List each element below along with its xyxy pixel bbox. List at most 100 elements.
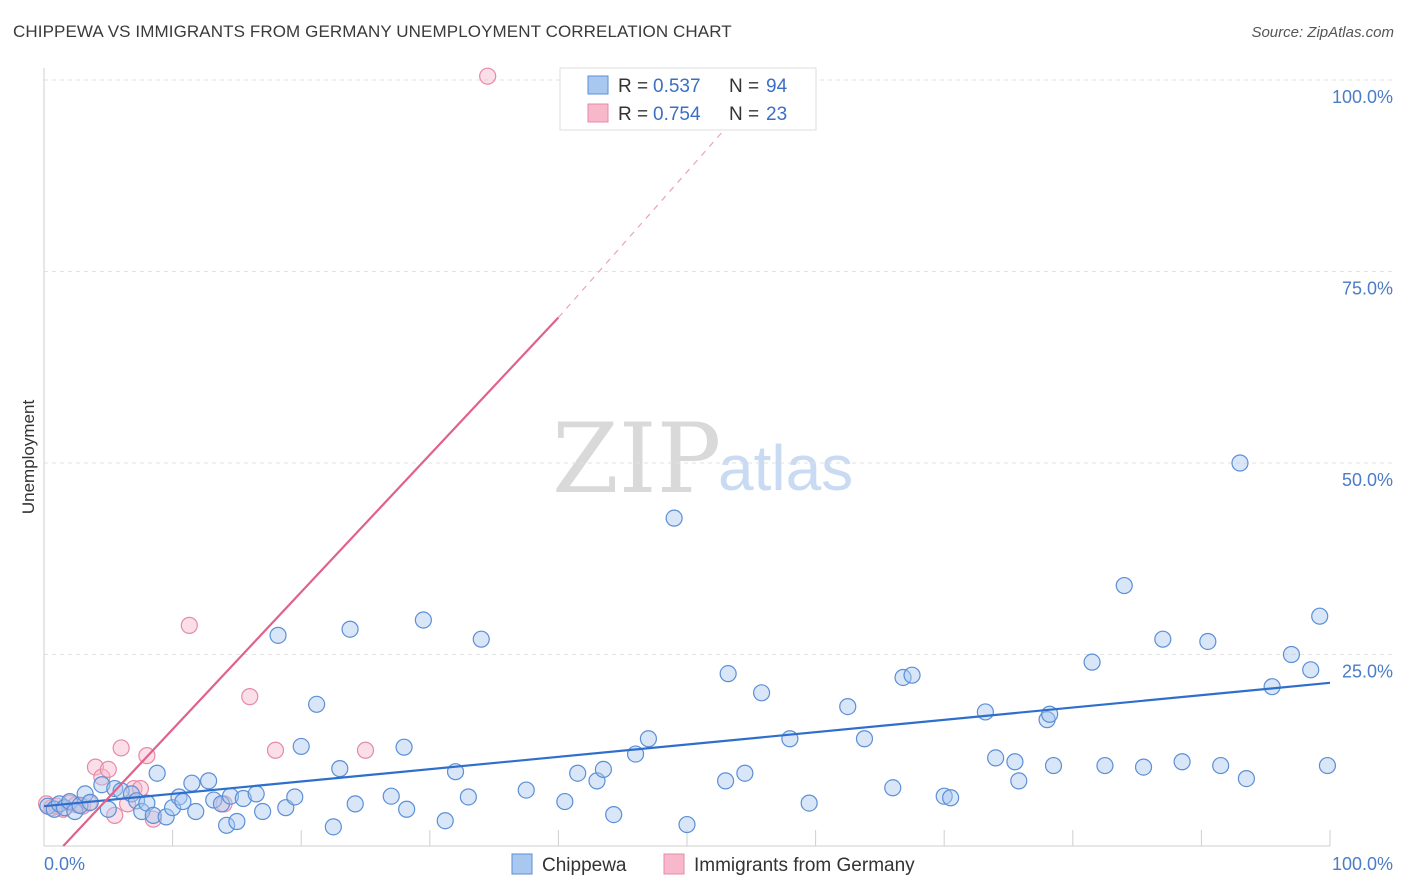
chippewa-point (346, 795, 364, 813)
germany-point (112, 739, 130, 757)
series-chippewa-points (39, 454, 1337, 836)
chippewa-point (61, 792, 79, 811)
chippewa-point (218, 816, 236, 834)
chippewa-point (594, 760, 613, 779)
watermark-zip: ZIP (552, 403, 721, 515)
source-credit: Source: ZipAtlas.com (1251, 24, 1394, 41)
chippewa-point (144, 806, 162, 824)
chippewa-point (1282, 645, 1301, 664)
chippewa-point (1212, 756, 1230, 775)
y-axis-label: Unemployment (19, 400, 38, 515)
chippewa-point (472, 630, 490, 648)
chippewa-point (639, 730, 658, 748)
chippewa-point (395, 738, 413, 756)
chippewa-point (382, 787, 400, 805)
germany-point (180, 616, 198, 634)
chippewa-point (987, 749, 1005, 767)
chippewa-point (247, 785, 265, 803)
germany-trend-extension (557, 98, 752, 318)
trend-lines (43, 98, 1331, 847)
chippewa-point (942, 789, 960, 807)
chippewa-point (1044, 756, 1063, 775)
chippewa-point (839, 697, 857, 716)
y-tick-label: 50.0% (1342, 470, 1393, 490)
legend-chippewa-n-value: 94 (766, 76, 788, 97)
chippewa-point (93, 776, 111, 794)
legend-top: R = 0.537 N = 94 R = 0.754 N = 23 (559, 67, 817, 131)
chippewa-point (800, 794, 818, 812)
chippewa-point (286, 788, 304, 806)
chippewa-point (1096, 756, 1114, 775)
chippewa-point (678, 815, 696, 834)
x-tick-label-min: 0.0% (44, 854, 85, 874)
chippewa-point (331, 760, 349, 778)
germany-trend-line (62, 316, 560, 847)
chippewa-point (569, 764, 587, 782)
chippewa-point (556, 792, 574, 811)
chippewa-point (716, 772, 735, 790)
chippewa-point (228, 812, 246, 831)
chippewa-point (164, 799, 182, 817)
chippewa-point (157, 808, 175, 826)
chippewa-point (1311, 607, 1329, 625)
chippewa-point (976, 703, 994, 721)
legend-germany-n-label: N = (729, 104, 759, 125)
chippewa-point (1237, 769, 1256, 788)
chippewa-point (308, 695, 326, 713)
germany-point (479, 67, 497, 85)
chippewa-point (324, 818, 342, 836)
legend-germany-r-value: 0.754 (653, 104, 701, 125)
chippewa-point (414, 611, 432, 629)
legend-chippewa-r-label: R = (618, 76, 648, 97)
legend-bottom: Chippewa Immigrants from Germany (511, 853, 915, 876)
germany-point (106, 806, 124, 824)
chippewa-point (187, 802, 205, 821)
y-tick-labels: 25.0% 50.0% 75.0% 100.0% (1332, 87, 1393, 682)
chippewa-point (665, 509, 683, 527)
chippewa-point (752, 684, 771, 702)
x-ticks (172, 830, 1331, 846)
chippewa-point (903, 666, 921, 684)
legend-bottom-chippewa-swatch (511, 853, 533, 875)
chippewa-point (254, 802, 272, 821)
chippewa-point (205, 791, 223, 809)
y-tick-label: 25.0% (1342, 662, 1393, 682)
legend-germany-swatch (587, 103, 609, 123)
chippewa-point (1302, 661, 1320, 679)
series-germany-points (37, 67, 497, 828)
chippewa-point (719, 665, 737, 683)
legend-germany-n-value: 23 (766, 104, 787, 125)
chippewa-point (183, 774, 201, 792)
chippewa-point (935, 787, 953, 805)
chippewa-point (459, 788, 477, 806)
grid-lines (44, 79, 1395, 655)
germany-point (356, 741, 375, 759)
legend-bottom-germany-label: Immigrants from Germany (694, 855, 915, 876)
chippewa-point (341, 620, 359, 638)
chippewa-point (1010, 772, 1028, 790)
chippewa-point (148, 764, 166, 782)
legend-chippewa-n-label: N = (729, 76, 759, 97)
germany-point (266, 741, 285, 759)
chippewa-point (1318, 756, 1337, 775)
y-tick-label: 75.0% (1342, 279, 1393, 299)
legend-chippewa-swatch (587, 75, 609, 95)
chippewa-trend-line (43, 681, 1331, 808)
y-tick-label: 100.0% (1332, 87, 1393, 107)
chippewa-point (605, 805, 623, 824)
chippewa-point (884, 779, 902, 797)
chippewa-point (1083, 653, 1101, 671)
germany-point (99, 760, 117, 779)
chippewa-point (200, 772, 218, 790)
germany-point (241, 688, 259, 706)
chippewa-point (269, 626, 287, 644)
chippewa-point (1199, 632, 1217, 651)
chippewa-point (855, 730, 874, 748)
chart-title: CHIPPEWA VS IMMIGRANTS FROM GERMANY UNEM… (13, 22, 732, 41)
chippewa-point (1006, 753, 1024, 771)
chippewa-point (1154, 630, 1172, 648)
germany-point (86, 758, 105, 776)
chippewa-point (1115, 576, 1133, 595)
chippewa-point (234, 789, 252, 808)
x-tick-label-max: 100.0% (1332, 854, 1393, 874)
